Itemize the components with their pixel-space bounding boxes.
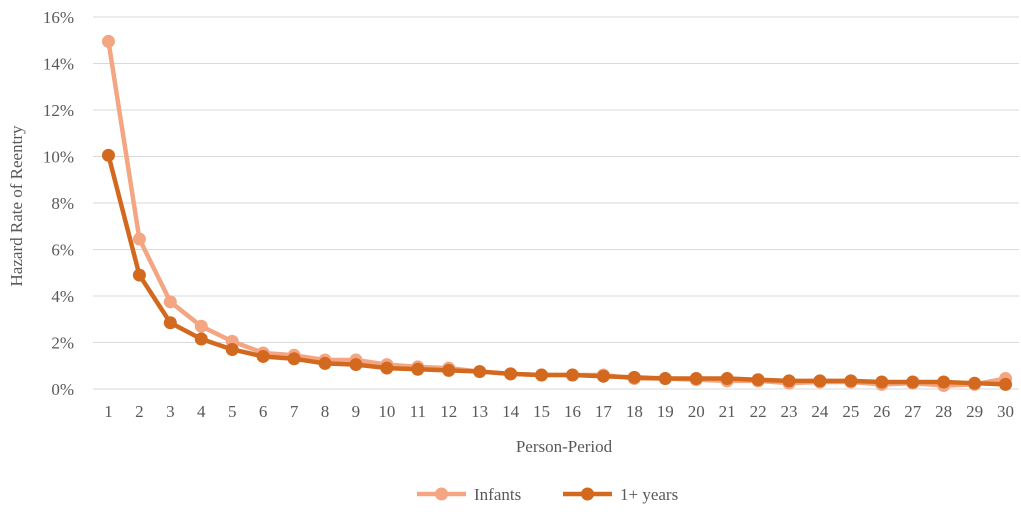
- x-tick-label: 12: [440, 402, 457, 421]
- x-tick-label: 30: [997, 402, 1014, 421]
- legend-item: Infants: [417, 485, 521, 504]
- x-tick-label: 3: [166, 402, 175, 421]
- x-tick-label: 6: [259, 402, 268, 421]
- x-tick-label: 23: [781, 402, 798, 421]
- legend-item: 1+ years: [563, 485, 678, 504]
- x-tick-label: 22: [750, 402, 767, 421]
- data-point: [504, 367, 518, 381]
- data-point: [658, 372, 672, 386]
- data-point: [968, 376, 982, 390]
- data-point: [875, 375, 889, 389]
- y-axis-ticks: 0% 2% 4% 6% 8% 10% 12% 14% 16%: [43, 8, 74, 399]
- data-point: [132, 268, 146, 282]
- data-point: [596, 369, 610, 383]
- series-line: [106, 39, 1008, 388]
- x-tick-label: 10: [378, 402, 395, 421]
- data-point: [689, 372, 703, 386]
- x-tick-label: 26: [873, 402, 890, 421]
- data-point: [627, 370, 641, 384]
- x-tick-label: 17: [595, 402, 613, 421]
- x-tick-label: 24: [811, 402, 829, 421]
- x-tick-label: 2: [135, 402, 144, 421]
- x-tick-label: 8: [321, 402, 330, 421]
- legend-label: Infants: [474, 485, 521, 504]
- x-tick-label: 16: [564, 402, 581, 421]
- legend: Infants 1+ years: [417, 485, 678, 504]
- data-point: [380, 361, 394, 375]
- data-point: [194, 332, 208, 346]
- series-line: [106, 153, 1008, 387]
- x-tick-label: 27: [904, 402, 922, 421]
- y-tick-label: 16%: [43, 8, 74, 27]
- x-axis-ticks: 1 2 3 4 5 6 7 8 9 10 11 12 13 14 15 16 17 18 19 20 21 22 23 24 2…: [104, 402, 1014, 421]
- data-point: [194, 319, 208, 333]
- data-point: [101, 148, 115, 162]
- data-point: [565, 368, 579, 382]
- y-tick-label: 2%: [51, 334, 74, 353]
- data-point: [906, 375, 920, 389]
- data-point: [349, 358, 363, 372]
- x-tick-label: 19: [657, 402, 674, 421]
- legend-marker: [581, 487, 594, 501]
- x-tick-label: 21: [719, 402, 736, 421]
- data-point: [163, 295, 177, 309]
- data-point: [535, 368, 549, 382]
- data-point: [782, 374, 796, 388]
- gridlines: [93, 16, 1019, 343]
- x-tick-label: 14: [502, 402, 520, 421]
- x-tick-label: 11: [410, 402, 426, 421]
- data-point: [473, 365, 487, 379]
- y-tick-label: 14%: [43, 55, 74, 74]
- data-point: [163, 316, 177, 330]
- x-tick-label: 13: [471, 402, 488, 421]
- legend-marker: [435, 487, 448, 501]
- y-tick-label: 0%: [51, 380, 74, 399]
- legend-label: 1+ years: [620, 485, 678, 504]
- y-tick-label: 12%: [43, 101, 74, 120]
- x-tick-label: 9: [352, 402, 361, 421]
- series-2: [101, 148, 1013, 391]
- y-axis-title: Hazard Rate of Reentry: [7, 125, 26, 286]
- data-point: [442, 363, 456, 377]
- x-tick-label: 18: [626, 402, 643, 421]
- data-point: [813, 374, 827, 388]
- x-tick-label: 1: [104, 402, 113, 421]
- x-tick-label: 4: [197, 402, 206, 421]
- y-tick-label: 8%: [51, 194, 74, 213]
- x-tick-label: 28: [935, 402, 952, 421]
- x-tick-label: 29: [966, 402, 983, 421]
- data-point: [132, 232, 146, 246]
- data-point: [101, 34, 115, 48]
- data-point: [287, 352, 301, 366]
- data-point: [318, 356, 332, 370]
- x-axis-title: Person-Period: [516, 437, 613, 456]
- data-point: [411, 362, 425, 376]
- x-tick-label: 20: [688, 402, 705, 421]
- data-point: [844, 374, 858, 388]
- x-tick-label: 15: [533, 402, 550, 421]
- x-tick-label: 25: [842, 402, 859, 421]
- y-tick-label: 6%: [51, 241, 74, 260]
- data-point: [751, 373, 765, 387]
- data-point: [720, 372, 734, 386]
- data-point: [937, 375, 951, 389]
- y-tick-label: 10%: [43, 148, 74, 167]
- series-1: [101, 34, 1013, 393]
- y-tick-label: 4%: [51, 287, 74, 306]
- x-tick-label: 7: [290, 402, 299, 421]
- data-point: [225, 342, 239, 356]
- series-lines: [101, 34, 1013, 393]
- x-tick-label: 5: [228, 402, 237, 421]
- data-point: [999, 377, 1013, 391]
- data-point: [256, 349, 270, 363]
